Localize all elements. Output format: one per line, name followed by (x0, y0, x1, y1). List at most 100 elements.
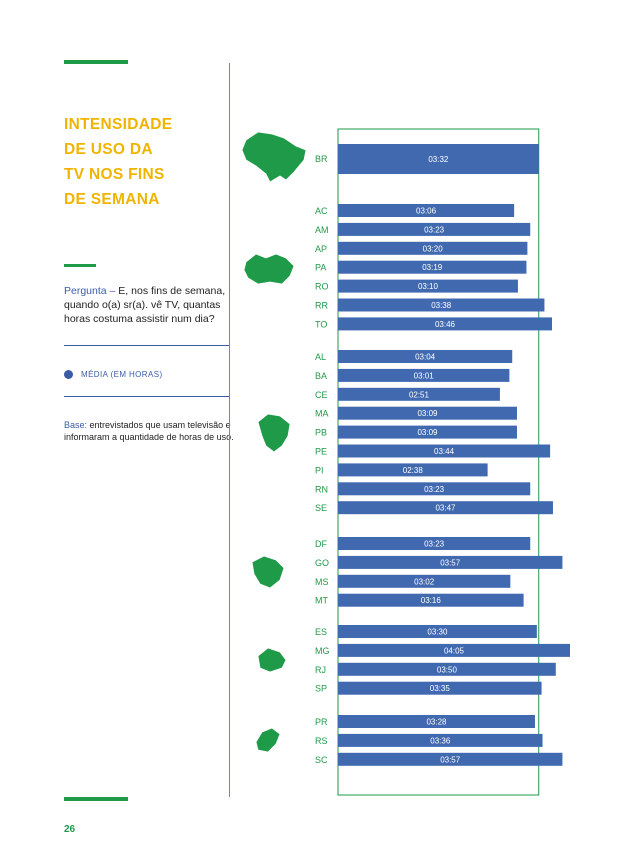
bar-al (338, 350, 513, 363)
data-label: 03:30 (427, 628, 448, 637)
bar-to (338, 317, 553, 331)
question-label: Pergunta – (64, 285, 116, 297)
tick-label: PR (315, 717, 328, 727)
data-label: 03:57 (440, 755, 461, 764)
data-label: 04:05 (444, 646, 465, 655)
bar-sc (338, 752, 563, 766)
bar-rj (338, 662, 556, 676)
tick-label: MS (315, 577, 329, 587)
data-label: 03:38 (431, 301, 452, 310)
bar-pb (338, 425, 517, 439)
tick-label: AL (315, 352, 326, 362)
bar-am (338, 222, 531, 236)
northeast-region-map-icon (257, 413, 291, 453)
bar-br (338, 144, 539, 174)
br-highlight-frame (337, 128, 540, 796)
divider (64, 396, 230, 397)
question-accent-rule (64, 264, 96, 267)
bar-mg (338, 643, 570, 657)
data-label: 03:02 (414, 577, 435, 586)
tick-label: RO (315, 282, 329, 292)
data-label: 03:46 (435, 320, 456, 329)
data-label: 03:28 (426, 718, 447, 727)
south-region-map-icon (255, 727, 281, 753)
data-label: 03:16 (421, 596, 442, 605)
data-label: 03:19 (422, 263, 443, 272)
survey-question: Pergunta – E, nos fins de semana, quando… (64, 284, 232, 326)
data-label: 03:35 (430, 684, 451, 693)
base-text: entrevistados que usam televisão e infor… (64, 420, 234, 442)
data-label: 03:23 (424, 540, 445, 549)
tick-label: SE (315, 503, 327, 513)
bar-rr (338, 298, 545, 312)
bar-go (338, 555, 563, 569)
tick-label: RS (315, 736, 328, 746)
data-label: 03:09 (417, 409, 438, 418)
tick-label: MG (315, 646, 330, 656)
data-label: 02:51 (409, 390, 430, 399)
tick-label: DF (315, 539, 327, 549)
divider (64, 345, 230, 346)
region-maps (241, 131, 307, 753)
bar-es (338, 625, 537, 638)
centerwest-region-map-icon (251, 555, 285, 589)
bar-mt (338, 593, 524, 607)
data-label: 03:36 (430, 736, 451, 745)
tick-label: AC (315, 206, 328, 216)
data-label: 03:20 (423, 244, 444, 253)
bar-rn (338, 482, 531, 496)
tick-label: BA (315, 371, 327, 381)
data-label: 03:10 (418, 282, 439, 291)
tick-label: PI (315, 465, 324, 475)
tick-label: RJ (315, 665, 326, 675)
tick-label: TO (315, 319, 327, 329)
legend: MÉDIA (EM HORAS) (64, 370, 163, 379)
data-label: 03:23 (424, 485, 445, 494)
tick-label: PB (315, 428, 327, 438)
tick-label: RN (315, 484, 328, 494)
bar-sp (338, 681, 542, 695)
data-label: 03:04 (415, 353, 436, 362)
tick-label: AM (315, 225, 329, 235)
title-line: TV NOS FINS (64, 166, 165, 183)
page-number: 26 (64, 824, 76, 835)
legend-label: MÉDIA (EM HORAS) (81, 370, 163, 379)
tick-label: SP (315, 684, 327, 694)
tick-label: MT (315, 596, 328, 606)
page-title: INTENSIDADE DE USO DA TV NOS FINS DE SEM… (64, 112, 224, 212)
bar-ba (338, 368, 510, 382)
title-line: DE SEMANA (64, 191, 160, 208)
southeast-region-map-icon (257, 647, 287, 673)
tick-label: SC (315, 755, 328, 765)
base-note: Base: entrevistados que usam televisão e… (64, 419, 234, 443)
data-label: 03:23 (424, 225, 445, 234)
data-label: 03:32 (428, 155, 449, 164)
data-label: 03:50 (437, 665, 458, 674)
bar-df (338, 537, 531, 550)
data-label: 03:44 (434, 447, 455, 456)
tick-label: PA (315, 263, 326, 273)
bar-pe (338, 444, 551, 458)
title-line: DE USO DA (64, 141, 153, 158)
bar-pa (338, 260, 527, 274)
data-label: 03:06 (416, 207, 437, 216)
data-label: 03:57 (440, 558, 461, 567)
bar-rs (338, 733, 543, 747)
north-region-map-icon (243, 253, 295, 285)
bar-se (338, 501, 553, 515)
tick-label: MA (315, 409, 329, 419)
tick-label: BR (315, 154, 328, 164)
bar-ac (338, 204, 515, 217)
tick-label: AP (315, 244, 327, 254)
bar-pi (338, 463, 488, 477)
bars-layer: BR 03:32 AC 03:06 AM 03:23 AP 03:20 PA 03:19 RO 03:… (315, 128, 570, 796)
question-text: E, nos fins de semana, quando o(a) sr(a)… (64, 285, 226, 325)
bar-ro (338, 279, 518, 293)
tick-label: GO (315, 558, 329, 568)
brazil-map-icon (241, 131, 307, 183)
bar-pr (338, 715, 535, 728)
bar-ap (338, 241, 528, 255)
base-label: Base: (64, 420, 88, 430)
data-label: 03:47 (435, 504, 456, 513)
